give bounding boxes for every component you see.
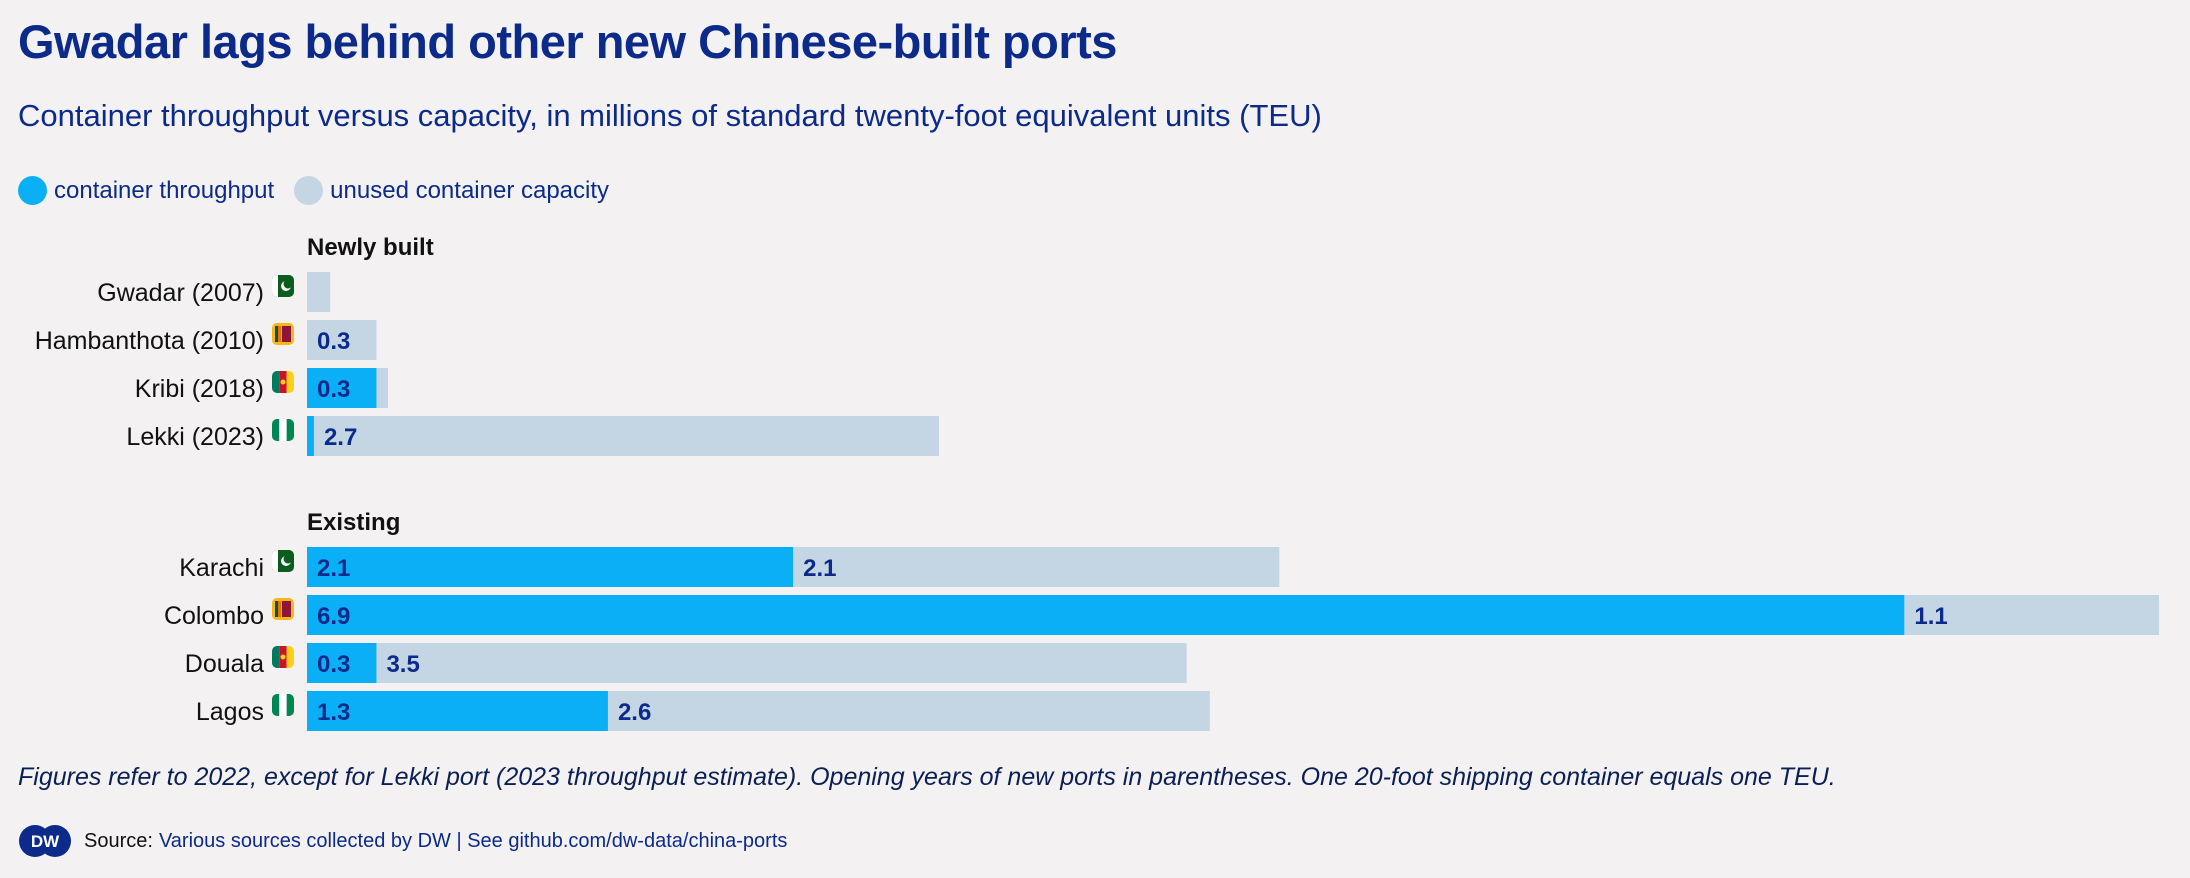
row-label-1-0: Karachi	[179, 554, 264, 582]
row-label-1-2: Douala	[185, 650, 264, 678]
value-label-throughput-1-2: 0.3	[317, 651, 350, 678]
chart-subtitle: Container throughput versus capacity, in…	[18, 98, 1322, 133]
row-label-0-3: Lekki (2023)	[126, 423, 264, 451]
bar-throughput-1-1	[307, 595, 1905, 635]
flag-nigeria-icon-1-3	[272, 694, 294, 716]
bar-unused-1-1	[1904, 595, 2159, 635]
value-label-throughput-0-2: 0.3	[317, 376, 350, 403]
row-label-0-0: Gwadar (2007)	[97, 279, 264, 307]
flag-sri-lanka-icon-0-1	[272, 323, 294, 345]
row-label-0-2: Kribi (2018)	[135, 375, 264, 403]
bar-throughput-1-2	[307, 643, 377, 683]
source-text: Various sources collected by DW | See gi…	[158, 829, 788, 852]
row-label-1-1: Colombo	[164, 602, 264, 630]
group-heading-1: Existing	[307, 509, 400, 536]
group-heading-0: Newly built	[307, 234, 434, 261]
flag-pakistan-icon-1-0	[272, 550, 294, 572]
value-label-unused-0-1: 0.3	[317, 328, 350, 355]
source-label: Source:	[84, 829, 153, 852]
value-label-unused-1-0: 2.1	[803, 555, 836, 582]
dw-logo-text: DW	[31, 832, 60, 851]
bar-unused-1-0	[793, 547, 1280, 587]
value-label-throughput-1-0: 2.1	[317, 555, 350, 582]
flag-nigeria-icon-0-3	[272, 419, 294, 441]
value-label-unused-0-3: 2.7	[324, 424, 357, 451]
legend-item-unused: unused container capacity	[294, 176, 609, 205]
value-label-unused-1-3: 2.6	[618, 699, 651, 726]
value-label-throughput-1-1: 6.9	[317, 603, 350, 630]
dw-logo-icon: DW	[19, 825, 71, 857]
bar-throughput-1-3	[307, 691, 608, 731]
chart-title: Gwadar lags behind other new Chinese-bui…	[18, 15, 1117, 68]
value-label-throughput-1-3: 1.3	[317, 699, 350, 726]
bar-unused-1-3	[607, 691, 1210, 731]
row-label-0-1: Hambanthota (2010)	[35, 327, 264, 355]
bar-throughput-0-2	[307, 368, 377, 408]
legend-label-throughput: container throughput	[54, 176, 275, 204]
legend-swatch-unused	[294, 176, 324, 205]
source-line: DW Source: Various sources collected by …	[18, 824, 787, 858]
flag-pakistan-icon-0-0	[272, 275, 294, 297]
bar-throughput-0-3	[307, 416, 314, 456]
value-label-unused-1-2: 3.5	[386, 651, 419, 678]
flag-cameroon-icon-0-2	[272, 371, 294, 393]
bar-unused-0-0	[307, 272, 331, 312]
bar-unused-0-3	[313, 416, 939, 456]
footnote: Figures refer to 2022, except for Lekki …	[18, 763, 1836, 791]
flag-cameroon-icon-1-2	[272, 646, 294, 668]
row-label-1-3: Lagos	[196, 698, 264, 726]
legend: container throughput unused container ca…	[18, 176, 629, 205]
legend-swatch-throughput	[18, 176, 47, 205]
legend-label-unused: unused container capacity	[330, 176, 610, 204]
bar-unused-0-1	[307, 320, 377, 360]
value-label-unused-1-1: 1.1	[1914, 603, 1947, 630]
flag-sri-lanka-icon-1-1	[272, 598, 294, 620]
bar-unused-0-2	[376, 368, 389, 408]
legend-item-throughput: container throughput	[18, 176, 274, 205]
bar-unused-1-2	[376, 643, 1187, 683]
bar-throughput-1-0	[307, 547, 794, 587]
